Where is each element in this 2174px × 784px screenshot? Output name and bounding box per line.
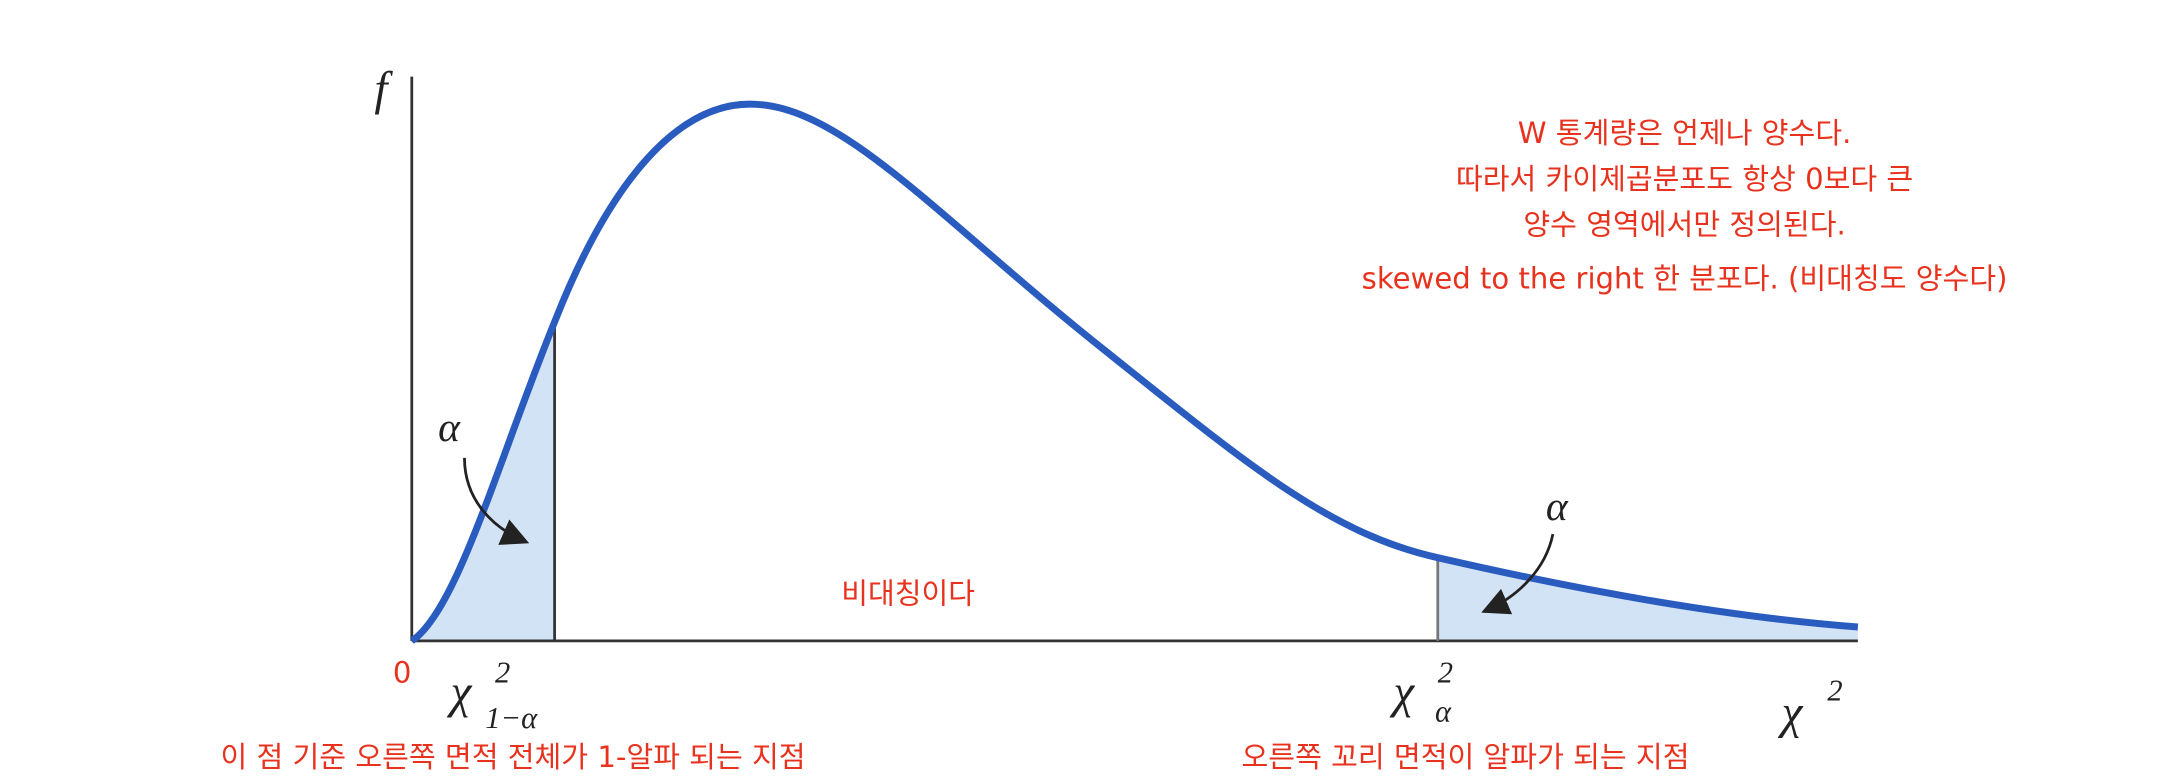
critical-sub: 1−α (485, 701, 538, 735)
critical-sup: 2 (495, 655, 510, 689)
critical-symbol: χ (1389, 666, 1415, 718)
arrow (463, 457, 530, 545)
bottom-note: 오른쪽 꼬리 면적이 알파가 되는 지점 (1242, 740, 1690, 774)
critical-symbol: χ (447, 666, 473, 718)
note: 양수 영역에서만 정의된다. (1523, 208, 1845, 242)
skew-note: skewed to the right 한 분포다. (비대칭도 양수다) (1362, 262, 2008, 296)
arrow (1481, 533, 1555, 615)
density-curve (409, 100, 1859, 644)
middle-note: 비대칭이다 (841, 576, 975, 610)
x-axis-sup: 2 (1827, 673, 1842, 707)
right-tail-area (1437, 557, 1858, 641)
tail-label: α (438, 404, 461, 450)
origin-label: 0 (393, 655, 412, 689)
note: 따라서 카이제곱분포도 항상 0보다 큰 (1456, 162, 1913, 196)
left-tail-area (411, 321, 555, 641)
critical-sub: α (1435, 694, 1452, 728)
tail-label: α (1546, 483, 1569, 529)
bottom-note: 이 점 기준 오른쪽 면적 전체가 1-알파 되는 지점 (220, 740, 805, 774)
critical-sup: 2 (1438, 655, 1453, 689)
note: W 통계량은 언제나 양수다. (1518, 116, 1852, 150)
y-axis-label: f (374, 63, 393, 115)
x-axis-label: χ (1778, 687, 1804, 739)
